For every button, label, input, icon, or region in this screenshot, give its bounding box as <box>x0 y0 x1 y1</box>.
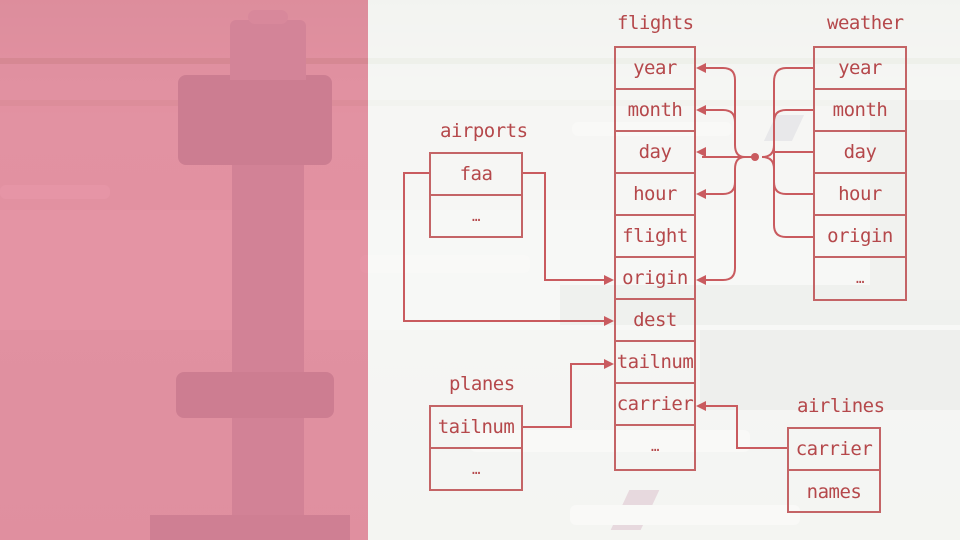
link-weather-to-flights-month <box>702 109 736 123</box>
link-weather-origin <box>761 156 813 238</box>
planes-table: tailnum … <box>429 405 523 491</box>
link-weather-to-flights-year <box>702 67 755 158</box>
link-weather-month <box>773 109 813 157</box>
arrowhead <box>696 401 706 411</box>
arrowhead <box>696 275 706 285</box>
field-more: … <box>472 209 480 225</box>
link-weather-to-flights-origin <box>702 182 736 281</box>
field-dest: dest <box>616 300 694 342</box>
arrowhead <box>696 63 706 73</box>
field-origin: origin <box>616 258 694 300</box>
weather-table: year month day hour origin … <box>813 46 907 301</box>
airports-table-title: airports <box>440 120 528 142</box>
field-year: year <box>815 48 905 90</box>
link-weather-to-flights-hour <box>702 156 755 195</box>
arrowhead <box>696 105 706 115</box>
field-month: month <box>616 90 694 132</box>
link-weather-year <box>761 67 813 158</box>
flights-table: year month day hour flight origin dest t… <box>614 46 696 471</box>
field-hour: hour <box>616 174 694 216</box>
airlines-table: carrier names <box>787 427 881 513</box>
field-more: … <box>651 438 659 455</box>
light-tint-overlay <box>368 0 960 540</box>
red-tint-overlay <box>0 0 368 540</box>
link-planes-tailnum-to-flights-tailnum <box>523 363 608 428</box>
link-airports-faa-to-flights-dest <box>403 172 608 322</box>
arrowhead <box>604 316 614 326</box>
field-names: names <box>806 481 862 503</box>
weather-table-title: weather <box>827 12 904 34</box>
flights-table-title: flights <box>617 12 694 34</box>
field-more: … <box>472 462 480 478</box>
field-hour: hour <box>815 174 905 216</box>
link-airports-faa-to-flights-origin <box>523 172 608 281</box>
field-carrier: carrier <box>789 429 879 471</box>
field-more: … <box>856 270 864 287</box>
field-flight: flight <box>616 216 694 258</box>
arrowhead <box>604 275 614 285</box>
airlines-table-title: airlines <box>797 395 885 417</box>
field-faa: faa <box>431 154 521 196</box>
field-origin: origin <box>815 216 905 258</box>
field-tailnum: tailnum <box>431 407 521 449</box>
field-year: year <box>616 48 694 90</box>
airports-table: faa … <box>429 152 523 238</box>
arrowhead <box>604 359 614 369</box>
link-airlines-carrier-to-flights-carrier <box>702 405 787 449</box>
field-month: month <box>815 90 905 132</box>
field-day: day <box>815 132 905 174</box>
planes-table-title: planes <box>449 373 515 395</box>
field-tailnum: tailnum <box>616 342 694 384</box>
link-weather-hour <box>773 157 813 195</box>
arrowhead <box>696 189 706 199</box>
field-carrier: carrier <box>616 384 694 426</box>
field-day: day <box>616 132 694 174</box>
arrowhead <box>696 147 706 157</box>
